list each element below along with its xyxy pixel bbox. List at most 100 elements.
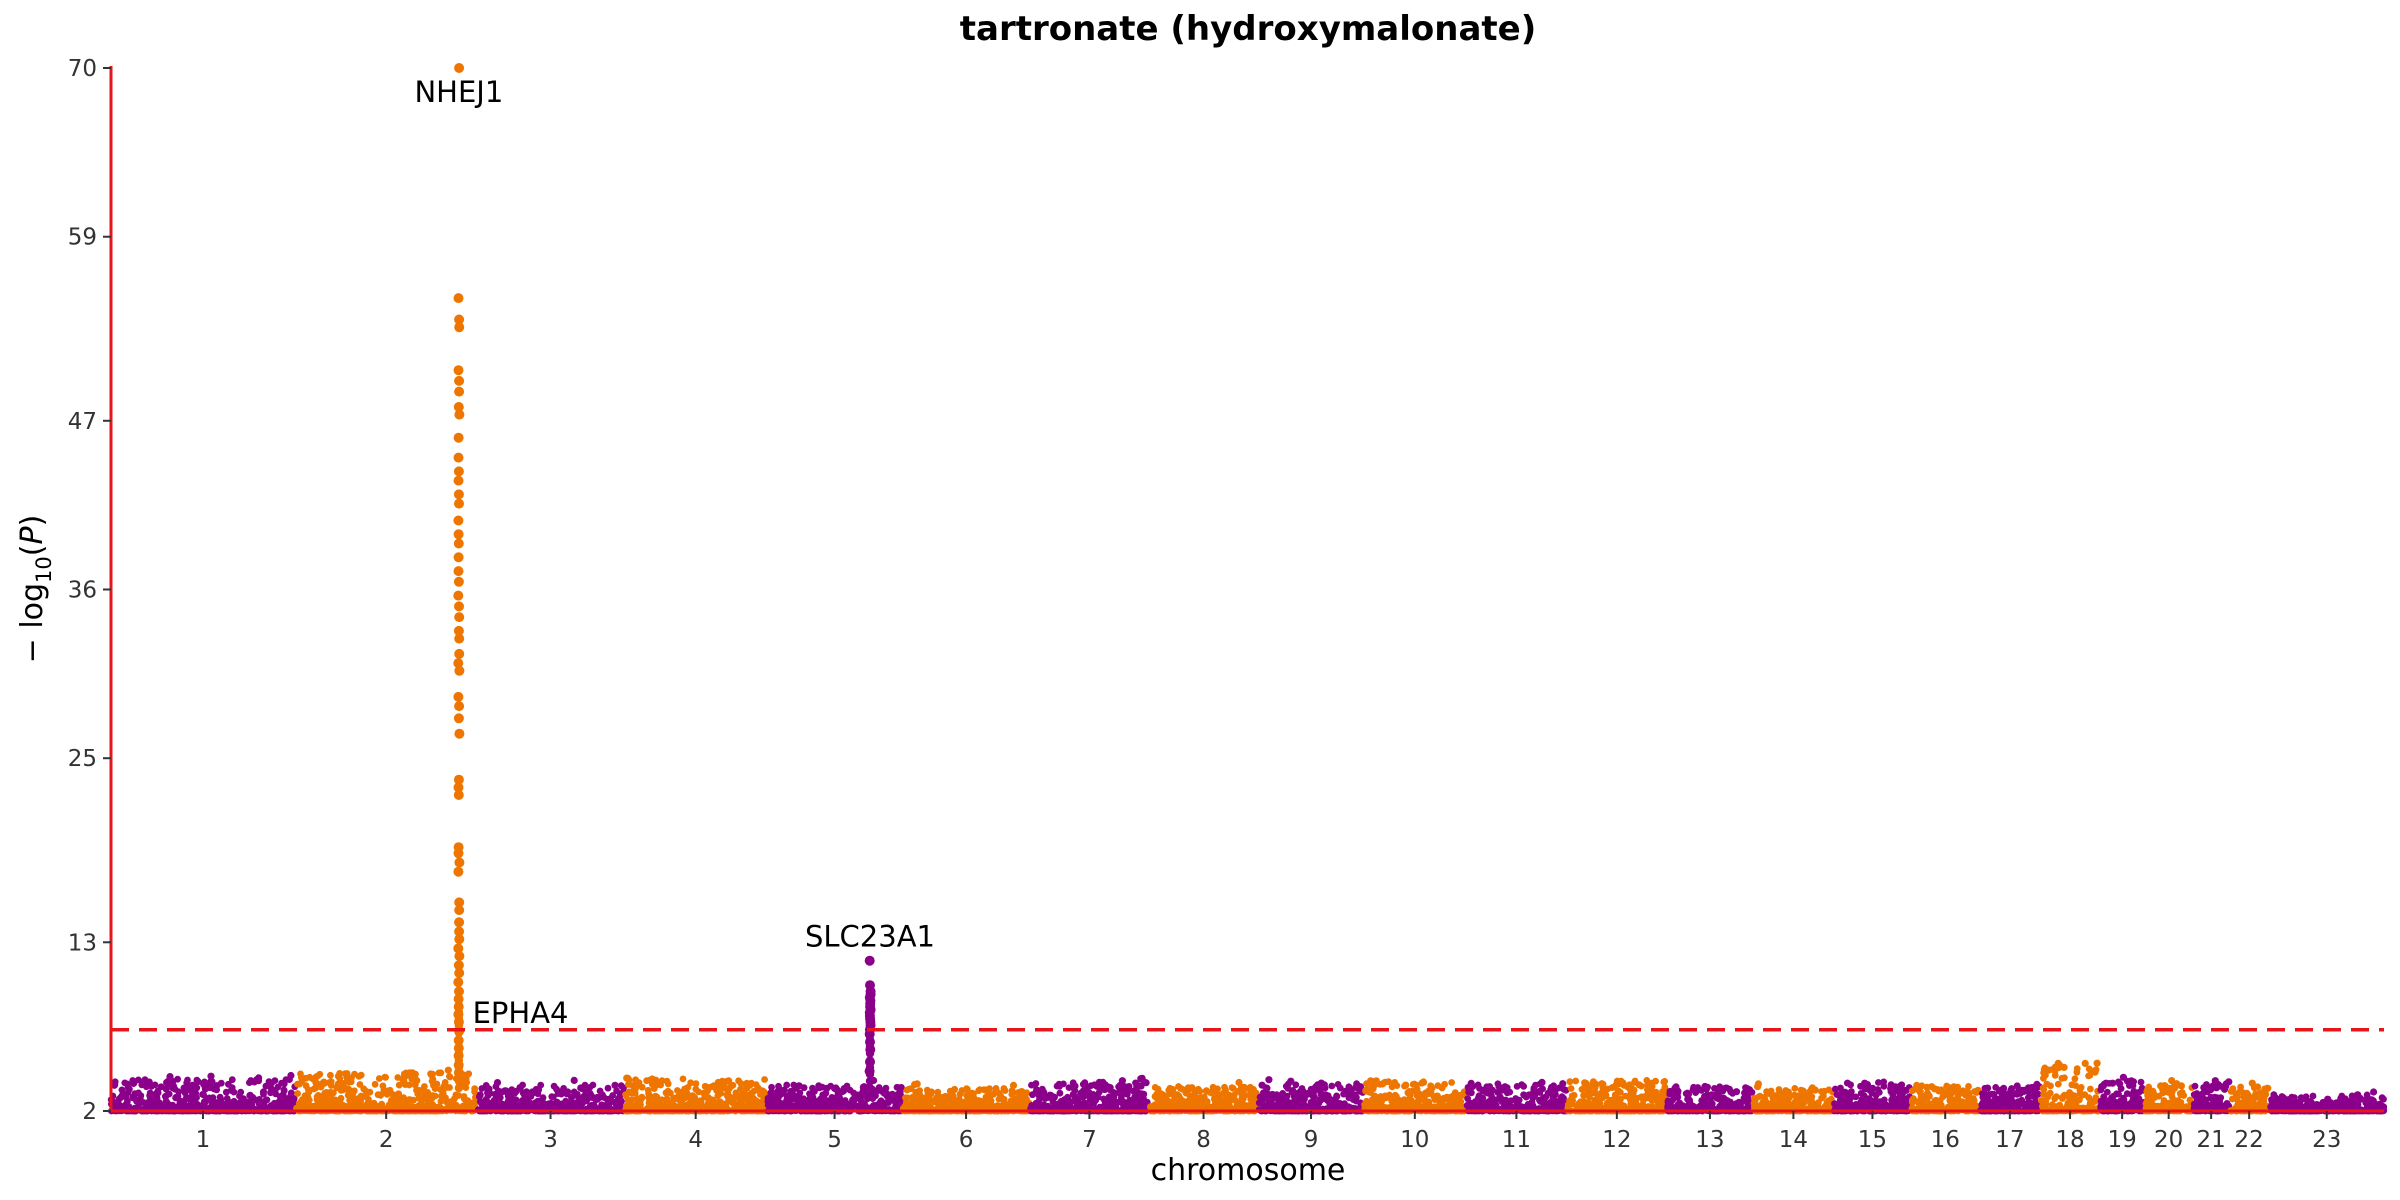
- snp-point: [1287, 1077, 1295, 1085]
- snp-point: [648, 1075, 656, 1083]
- snp-point: [427, 1070, 434, 1078]
- snp-point: [1539, 1085, 1546, 1093]
- snp-point: [192, 1089, 200, 1097]
- snp-point: [1165, 1086, 1173, 1094]
- snp-point: [761, 1076, 768, 1083]
- snp-point: [1009, 1081, 1018, 1089]
- snp-point: [798, 1103, 806, 1110]
- snp-point: [1475, 1094, 1482, 1101]
- snp-point: [1289, 1087, 1297, 1094]
- snp-point: [207, 1077, 215, 1085]
- snp-point: [1617, 1095, 1624, 1103]
- snp-point: [429, 1094, 436, 1102]
- snp-point: [1117, 1094, 1125, 1102]
- snp-point: [200, 1098, 208, 1106]
- snp-point: [1016, 1096, 1024, 1103]
- chromosome-2-points: [293, 1066, 479, 1115]
- snp-point: [321, 1089, 329, 1097]
- snp-point: [632, 1076, 640, 1084]
- snp-point: [679, 1088, 687, 1095]
- snp-point: [1507, 1097, 1515, 1105]
- snp-point: [504, 1090, 512, 1097]
- snp-point: [1408, 1097, 1415, 1104]
- snp-point: [764, 1094, 772, 1102]
- snp-point: [182, 1094, 190, 1102]
- snp-point: [1368, 1077, 1376, 1085]
- snp-point: [583, 1088, 591, 1095]
- snp-point: [1283, 1092, 1291, 1100]
- snp-point: [687, 1079, 695, 1087]
- snp-point: [1021, 1089, 1029, 1098]
- snp-point: [280, 1087, 288, 1095]
- snp-point: [147, 1103, 155, 1111]
- snp-point: [1123, 1086, 1130, 1093]
- snp-point: [437, 1069, 445, 1077]
- chromosome-1-points: [107, 1071, 299, 1115]
- snp-point: [771, 1092, 779, 1099]
- snp-point: [1000, 1095, 1008, 1103]
- snp-point: [172, 1093, 180, 1101]
- snp-point: [723, 1091, 731, 1099]
- snp-point: [394, 1090, 402, 1098]
- snp-point: [493, 1079, 502, 1087]
- snp-point: [744, 1097, 752, 1105]
- snp-point: [750, 1087, 758, 1095]
- snp-point: [1345, 1091, 1352, 1099]
- snp-point: [618, 1097, 625, 1105]
- snp-point: [725, 1077, 733, 1085]
- snp-point: [249, 1097, 257, 1105]
- snp-point: [1192, 1102, 1200, 1110]
- snp-point: [529, 1103, 537, 1110]
- snp-point: [377, 1092, 384, 1099]
- snp-point: [225, 1080, 232, 1088]
- snp-point: [371, 1080, 379, 1088]
- snp-point: [200, 1081, 208, 1089]
- snp-point: [869, 1095, 877, 1102]
- snp-point: [828, 1094, 836, 1101]
- snp-point: [625, 1088, 633, 1096]
- snp-point: [1163, 1095, 1170, 1103]
- snp-point: [227, 1101, 235, 1109]
- snp-point: [424, 1099, 432, 1107]
- snp-point: [506, 1103, 514, 1111]
- chromosome-6-points: [899, 1080, 1033, 1115]
- snp-point: [674, 1087, 681, 1094]
- snp-point: [437, 1098, 445, 1105]
- snp-point: [1317, 1097, 1324, 1104]
- snp-point: [703, 1083, 711, 1091]
- snp-point: [339, 1086, 347, 1094]
- snp-point: [1367, 1086, 1375, 1093]
- snp-point: [355, 1098, 362, 1106]
- snp-point: [787, 1087, 795, 1095]
- snp-point: [499, 1088, 506, 1096]
- snp-point: [1069, 1091, 1077, 1098]
- snp-point: [1001, 1087, 1009, 1094]
- snp-point: [568, 1094, 575, 1102]
- snp-point: [257, 1103, 264, 1111]
- data-points: [107, 63, 2388, 1115]
- snp-point: [166, 1073, 174, 1081]
- snp-point: [1538, 1095, 1546, 1103]
- snp-point: [1229, 1085, 1237, 1092]
- snp-point: [1301, 1102, 1309, 1110]
- snp-point: [714, 1078, 722, 1086]
- snp-point: [1255, 1099, 1263, 1107]
- snp-point: [1210, 1087, 1218, 1096]
- snp-point: [334, 1080, 342, 1088]
- snp-point: [146, 1092, 154, 1099]
- chromosome-12-points: [1564, 1077, 1669, 1115]
- snp-point: [598, 1101, 606, 1109]
- snp-point: [839, 1099, 847, 1106]
- snp-point: [260, 1088, 267, 1096]
- snp-point: [652, 1092, 659, 1100]
- snp-point: [846, 1086, 854, 1094]
- snp-point: [613, 1087, 620, 1095]
- snp-point: [857, 1092, 865, 1100]
- snp-point: [795, 1082, 803, 1090]
- snp-point: [414, 1090, 422, 1098]
- snp-point: [767, 1101, 774, 1109]
- snp-point: [1402, 1081, 1410, 1089]
- snp-point: [246, 1091, 254, 1099]
- snp-point: [294, 1090, 301, 1097]
- snp-point: [344, 1077, 351, 1084]
